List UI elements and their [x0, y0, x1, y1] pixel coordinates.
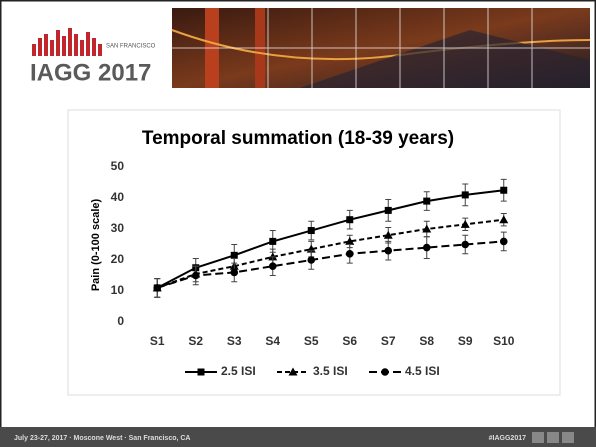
marker	[230, 251, 238, 259]
series-line	[156, 189, 504, 289]
marker	[461, 240, 470, 249]
y-tick-label: 10	[111, 283, 125, 297]
marker	[345, 236, 355, 245]
series-line	[156, 218, 504, 289]
footer-right: #IAGG2017	[489, 435, 526, 442]
header-photo	[171, 8, 591, 88]
marker	[460, 219, 470, 228]
marker	[461, 191, 469, 199]
y-tick-label: 40	[111, 190, 125, 204]
logo-bars	[32, 28, 102, 56]
x-tick-label: S8	[419, 334, 434, 348]
logo-city: SAN FRANCISCO	[106, 44, 156, 50]
marker	[191, 271, 200, 280]
x-tick-label: S3	[227, 334, 242, 348]
marker	[384, 246, 393, 255]
marker	[307, 227, 315, 235]
footer-bar	[0, 427, 596, 447]
series-line	[156, 240, 504, 289]
x-tick-label: S6	[342, 334, 357, 348]
chart-title: Temporal summation (18-39 years)	[142, 128, 454, 149]
marker	[153, 284, 162, 292]
y-tick-label: 20	[111, 252, 125, 266]
legend-marker	[288, 367, 298, 376]
marker	[230, 268, 239, 277]
y-tick-label: 50	[111, 159, 125, 173]
logo-text: IAGG 2017	[30, 59, 151, 86]
y-tick-label: 30	[111, 221, 125, 235]
marker	[422, 224, 432, 233]
x-tick-label: S10	[493, 334, 515, 348]
x-tick-label: S4	[265, 334, 280, 348]
legend-label: 2.5 ISI	[221, 364, 256, 378]
legend-marker	[381, 368, 389, 376]
marker	[422, 243, 431, 252]
y-axis-label: Pain (0-100 scale)	[90, 199, 102, 292]
marker	[499, 237, 508, 246]
x-tick-label: S7	[381, 334, 396, 348]
x-tick-label: S1	[150, 334, 165, 348]
footer-left: July 23-27, 2017 · Moscone West · San Fr…	[14, 435, 191, 442]
marker	[383, 230, 393, 239]
x-tick-label: S9	[458, 334, 473, 348]
social-icons	[532, 432, 574, 443]
x-tick-label: S5	[304, 334, 319, 348]
marker	[346, 216, 354, 224]
y-tick-label: 0	[117, 314, 124, 328]
marker	[268, 262, 277, 271]
legend-label: 4.5 ISI	[405, 364, 440, 378]
marker	[500, 186, 508, 194]
legend-label: 3.5 ISI	[313, 364, 348, 378]
marker	[345, 250, 354, 258]
marker	[384, 206, 392, 214]
marker	[499, 215, 509, 224]
marker	[423, 197, 431, 205]
marker	[269, 237, 277, 245]
legend-marker	[197, 368, 205, 376]
x-tick-label: S2	[188, 334, 203, 348]
marker	[307, 256, 316, 264]
